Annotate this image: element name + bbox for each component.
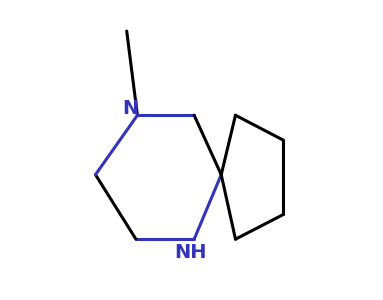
Text: N: N: [123, 99, 139, 118]
Text: NH: NH: [174, 243, 206, 262]
